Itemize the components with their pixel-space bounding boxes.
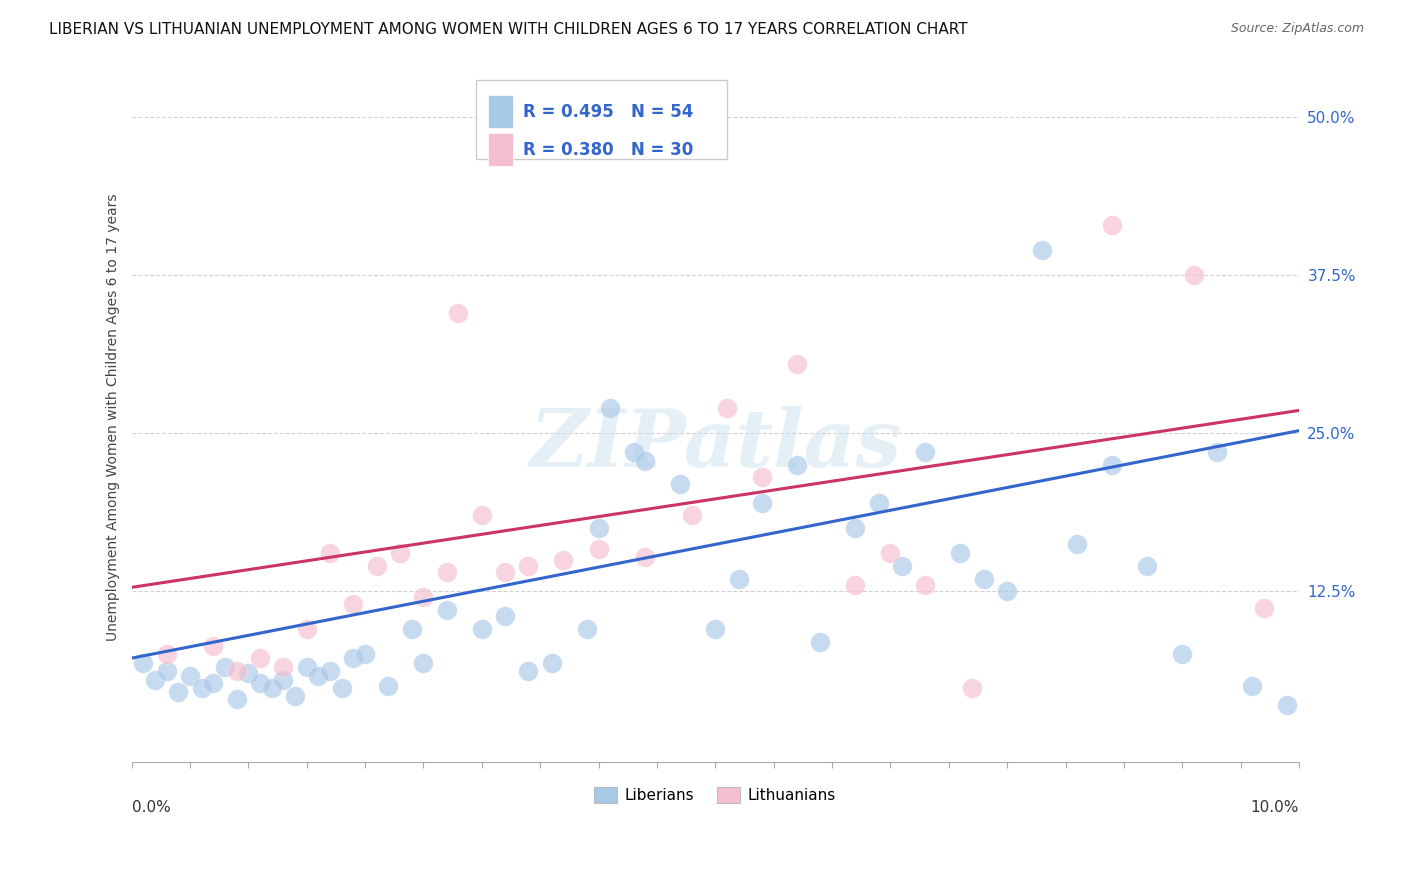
Point	[588, 521, 610, 535]
Text: R = 0.380   N = 30: R = 0.380 N = 30	[523, 141, 693, 159]
Point	[271, 660, 294, 674]
Text: 0.0%: 0.0%	[132, 799, 170, 814]
Text: ZIPatlas: ZIPatlas	[529, 406, 901, 483]
Point	[412, 657, 434, 671]
Point	[553, 552, 575, 566]
Point	[1066, 537, 1088, 551]
Point	[949, 546, 972, 560]
Legend: Liberians, Lithuanians: Liberians, Lithuanians	[588, 781, 842, 809]
Point	[1101, 218, 1123, 232]
Point	[844, 521, 866, 535]
Point	[249, 651, 271, 665]
Point	[354, 648, 377, 662]
Point	[167, 685, 190, 699]
Point	[727, 572, 749, 586]
Point	[575, 622, 598, 636]
Point	[225, 664, 247, 678]
Point	[190, 681, 212, 696]
Point	[1206, 445, 1229, 459]
Point	[669, 476, 692, 491]
Point	[447, 306, 470, 320]
Point	[471, 622, 494, 636]
Point	[319, 664, 342, 678]
Point	[249, 676, 271, 690]
Text: R = 0.495   N = 54: R = 0.495 N = 54	[523, 103, 693, 120]
Point	[342, 651, 364, 665]
Point	[143, 673, 166, 687]
Point	[132, 657, 155, 671]
Point	[914, 578, 936, 592]
Point	[786, 357, 808, 371]
Point	[1182, 268, 1205, 283]
Point	[879, 546, 901, 560]
Point	[155, 648, 177, 662]
Point	[681, 508, 703, 523]
Point	[202, 676, 225, 690]
Point	[1277, 698, 1299, 712]
Point	[995, 584, 1018, 599]
Point	[366, 558, 388, 573]
Bar	[488, 95, 513, 128]
Point	[914, 445, 936, 459]
FancyBboxPatch shape	[475, 80, 727, 159]
Point	[389, 546, 412, 560]
Point	[786, 458, 808, 472]
Point	[623, 445, 645, 459]
Point	[540, 657, 562, 671]
Point	[260, 681, 283, 696]
Point	[751, 470, 773, 484]
Point	[588, 542, 610, 557]
Point	[295, 622, 318, 636]
Point	[271, 673, 294, 687]
Point	[307, 669, 329, 683]
Y-axis label: Unemployment Among Women with Children Ages 6 to 17 years: Unemployment Among Women with Children A…	[107, 194, 121, 641]
Point	[844, 578, 866, 592]
Text: Source: ZipAtlas.com: Source: ZipAtlas.com	[1230, 22, 1364, 36]
Point	[319, 546, 342, 560]
Point	[377, 679, 399, 693]
Bar	[488, 133, 513, 166]
Point	[868, 496, 890, 510]
Point	[517, 664, 540, 678]
Point	[401, 622, 423, 636]
Point	[517, 558, 540, 573]
Point	[179, 669, 201, 683]
Text: 10.0%: 10.0%	[1251, 799, 1299, 814]
Point	[1031, 243, 1053, 257]
Point	[716, 401, 738, 415]
Point	[238, 666, 260, 681]
Point	[214, 660, 236, 674]
Point	[891, 558, 914, 573]
Point	[634, 454, 657, 468]
Point	[155, 664, 177, 678]
Point	[1241, 679, 1264, 693]
Point	[295, 660, 318, 674]
Point	[1253, 600, 1275, 615]
Point	[704, 622, 727, 636]
Point	[436, 603, 458, 617]
Point	[202, 639, 225, 653]
Point	[412, 591, 434, 605]
Point	[284, 689, 307, 703]
Point	[225, 691, 247, 706]
Text: LIBERIAN VS LITHUANIAN UNEMPLOYMENT AMONG WOMEN WITH CHILDREN AGES 6 TO 17 YEARS: LIBERIAN VS LITHUANIAN UNEMPLOYMENT AMON…	[49, 22, 967, 37]
Point	[471, 508, 494, 523]
Point	[960, 681, 983, 696]
Point	[1136, 558, 1159, 573]
Point	[599, 401, 621, 415]
Point	[1101, 458, 1123, 472]
Point	[808, 634, 831, 648]
Point	[494, 565, 516, 579]
Point	[973, 572, 995, 586]
Point	[342, 597, 364, 611]
Point	[436, 565, 458, 579]
Point	[330, 681, 353, 696]
Point	[1171, 648, 1194, 662]
Point	[494, 609, 516, 624]
Point	[634, 549, 657, 564]
Point	[751, 496, 773, 510]
